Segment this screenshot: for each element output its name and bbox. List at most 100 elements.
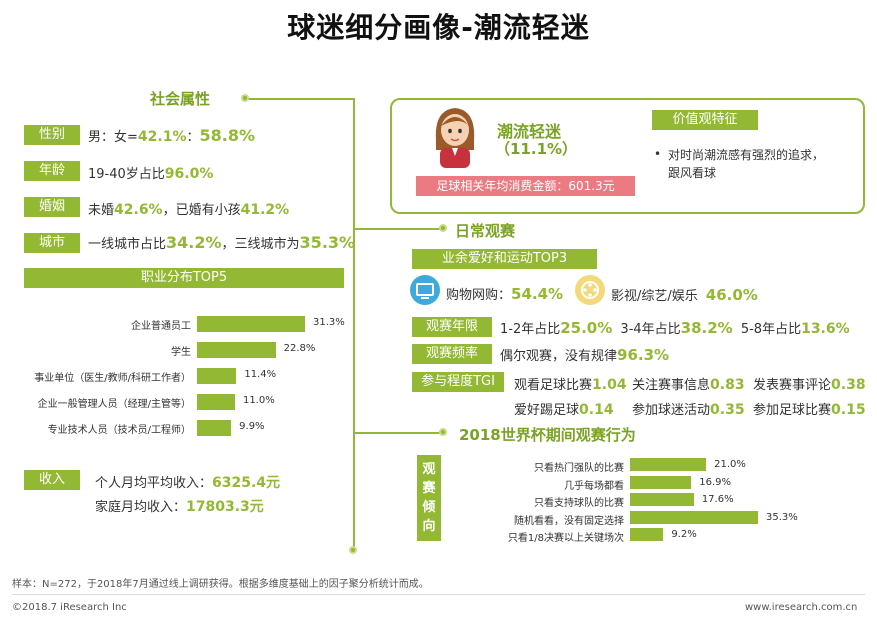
hobby2-label: 影视/综艺/娱乐 <box>611 289 698 304</box>
side-tag-char: 观 <box>422 462 436 477</box>
shopping-icon <box>410 275 440 305</box>
bar-value-label: 16.9% <box>699 476 732 488</box>
tgi-value: 0.35 <box>710 402 745 418</box>
social-heading: 社会属性 <box>150 90 211 108</box>
spend-badge: 足球相关年均消费金额：601.3元 <box>416 176 635 196</box>
bar-category-label: 只看热门强队的比赛 <box>534 463 624 474</box>
connector-dot <box>439 428 447 436</box>
tgi-label: 爱好踢足球 <box>514 403 580 418</box>
fan-avatar-icon <box>435 108 475 168</box>
bar-category-label: 专业技术人员（技术员/工程师） <box>47 425 191 436</box>
connector-line <box>353 228 443 230</box>
bar-category-label: 学生 <box>171 347 191 358</box>
freq-label: 偶尔观赛，没有规律 <box>500 349 618 364</box>
tgi-item: 关注赛事信息0.83 <box>632 374 745 393</box>
profile-name: 潮流轻迷 <box>497 122 562 141</box>
connector-line <box>353 432 443 434</box>
values-line1: 对时尚潮流感有强烈的追求， <box>668 148 825 162</box>
city-text2: ，三线城市为 <box>221 237 300 252</box>
bar <box>630 475 692 489</box>
tgi-value: 1.04 <box>592 377 627 393</box>
bar-category-label: 只看1/8决赛以上关键场次 <box>507 533 624 544</box>
sample-note: 样本：N=272，于2018年7月通过线上调研获得。根据多维度基础上的因子聚分析… <box>12 579 429 590</box>
bar-value-label: 17.6% <box>701 494 734 505</box>
worldcup-chart: 只看热门强队的比赛 21.0% 几乎每场都看 16.9% 只看支持球队的比赛 17.6% 随… <box>440 455 860 550</box>
occupation-chart: 企业普通员工 31.3% 学生 22.8% 事业单位（医生/教师/科研工作者） 11.4%… <box>0 300 350 450</box>
tgi-item: 发表赛事评论0.38 <box>753 374 866 393</box>
years-3-4-value: 38.2% <box>680 319 733 337</box>
tgi-label: 关注赛事信息 <box>632 378 711 393</box>
years-tag: 观赛年限 <box>412 317 492 337</box>
bar-value-label: 21.0% <box>714 459 746 470</box>
bar-value-label: 11.4% <box>244 369 277 380</box>
bar-category-label: 几乎每场都看 <box>564 480 624 492</box>
city-text1: 一线城市占比 <box>88 237 167 252</box>
tier3-value: 35.3% <box>299 233 356 252</box>
bar-category-label: 事业单位（医生/教师/科研工作者） <box>34 373 191 384</box>
film-icon <box>575 275 605 305</box>
side-tag-char: 赛 <box>422 481 436 496</box>
bar-value-label: 35.3% <box>766 511 798 523</box>
profile-card <box>390 98 865 214</box>
marriage-row: 未婚42.6%，已婚有小孩41.2% <box>88 199 289 218</box>
bar <box>197 394 235 410</box>
gender-row: 男：女=42.1%：58.8% <box>88 126 255 145</box>
male-value: 42.1% <box>137 129 187 145</box>
connector-line <box>243 98 355 100</box>
bar-category-label: 只看支持球队的比赛 <box>534 498 624 509</box>
years-5-8-label: 5-8年占比 <box>740 322 802 337</box>
tgi-item: 爱好踢足球0.14 <box>514 399 614 418</box>
daily-heading: 日常观赛 <box>455 222 516 240</box>
bar <box>630 510 758 524</box>
tier1-value: 34.2% <box>166 233 222 252</box>
tgi-value: 0.15 <box>831 402 866 418</box>
tgi-item: 观看足球比赛1.04 <box>514 374 627 393</box>
bar <box>630 493 694 506</box>
bar-value-label: 31.3% <box>313 317 345 328</box>
bar-value-label: 9.9% <box>239 421 265 432</box>
tgi-tag: 参与程度TGI <box>412 372 504 392</box>
marriage-tag: 婚姻 <box>24 197 80 217</box>
connector-dot <box>439 224 447 232</box>
bar <box>197 368 237 384</box>
years-row: 1-2年占比25.0% 3-4年占比38.2% 5-8年占比13.6% <box>500 318 850 337</box>
bar <box>630 458 707 471</box>
bar <box>197 420 232 436</box>
bar-value-label: 9.2% <box>671 529 697 540</box>
values-text: 对时尚潮流感有强烈的追求， 跟风看球 <box>668 146 824 182</box>
bar <box>197 342 276 358</box>
unmarried-value: 42.6% <box>114 202 163 218</box>
connector-line <box>353 98 355 550</box>
side-tag-char: 向 <box>422 519 436 534</box>
footer-divider <box>12 594 865 595</box>
years-3-4-label: 3-4年占比 <box>620 322 681 337</box>
freq-tag: 观赛频率 <box>412 344 492 364</box>
worldcup-heading: 2018世界杯期间观赛行为 <box>459 426 636 444</box>
gender-tag: 性别 <box>24 125 80 145</box>
family-income-row: 家庭月均收入：17803.3元 <box>95 496 264 516</box>
hobby1-label: 购物网购： <box>446 288 512 303</box>
city-row: 一线城市占比34.2%，三线城市为35.3% <box>88 233 355 252</box>
tgi-label: 发表赛事评论 <box>753 378 832 393</box>
hobby-tag: 业余爱好和运动TOP3 <box>412 249 597 269</box>
tgi-value: 0.83 <box>710 377 745 393</box>
bar <box>630 528 664 541</box>
profile-share: （11.1%） <box>495 140 578 158</box>
female-value: 58.8% <box>199 126 256 145</box>
gender-sep: ： <box>186 130 200 145</box>
hobby1-row: 购物网购：54.4% <box>446 284 563 303</box>
marriage-text2: ，已婚有小孩 <box>162 203 241 218</box>
years-5-8-value: 13.6% <box>801 321 850 337</box>
age-value: 96.0% <box>164 166 214 182</box>
hobby2-value: 46.0% <box>705 286 758 304</box>
gender-text: 男：女= <box>88 130 138 145</box>
bar-value-label: 22.8% <box>283 343 316 354</box>
years-1-2-value: 25.0% <box>560 319 613 337</box>
age-row: 19-40岁占比96.0% <box>88 163 213 182</box>
family-income-label: 家庭月均收入： <box>95 500 187 515</box>
tgi-value: 0.38 <box>831 377 866 393</box>
tgi-label: 参加球迷活动 <box>632 403 711 418</box>
tgi-item: 参加足球比赛0.15 <box>753 399 866 418</box>
page-title: 球迷细分画像-潮流轻迷 <box>287 11 590 44</box>
bar-category-label: 企业一般管理人员（经理/主管等） <box>37 399 191 410</box>
